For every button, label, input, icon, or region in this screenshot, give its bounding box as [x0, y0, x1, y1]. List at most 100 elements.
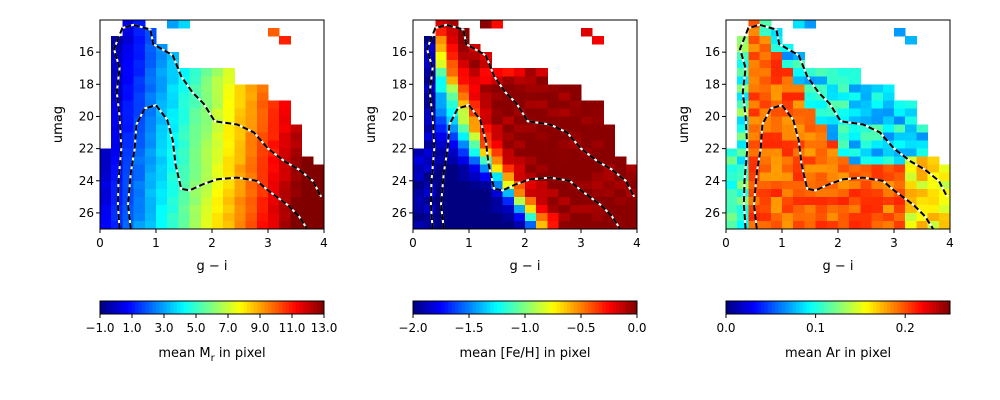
heatmap-cell [603, 220, 616, 230]
heatmap-cell [513, 156, 526, 166]
heatmap-cell [759, 84, 772, 93]
heatmap-cell [838, 204, 850, 214]
heatmap-cell [100, 156, 112, 166]
heatmap-cell [525, 164, 537, 174]
heatmap-cell [144, 124, 157, 134]
heatmap-cell [178, 132, 191, 142]
heatmap-cell [156, 180, 168, 190]
colorbar-segment [163, 301, 168, 314]
heatmap-cell [782, 116, 794, 125]
heatmap-cell [245, 196, 258, 206]
heatmap-cell [815, 196, 828, 206]
heatmap-cell [871, 132, 884, 142]
heatmap-cell [133, 68, 146, 77]
heatmap-cell [804, 92, 817, 101]
heatmap-cell [726, 172, 738, 182]
heatmap-cell [502, 204, 515, 214]
heatmap-cell [860, 132, 873, 142]
heatmap-cell [312, 212, 325, 222]
heatmap-cell [513, 220, 526, 230]
colorbar-segment [458, 301, 463, 314]
heatmap-cell [502, 180, 515, 190]
heatmap-cell [212, 108, 224, 117]
heatmap-cell [457, 140, 470, 150]
heatmap-cell [759, 132, 772, 142]
heatmap-cell [502, 132, 515, 142]
heatmap-cell [513, 164, 526, 174]
heatmap-cell [927, 196, 940, 206]
heatmap-cell [513, 140, 526, 150]
heatmap-cell [770, 172, 783, 182]
heatmap-cell [223, 84, 235, 93]
colorbar-segment [785, 301, 790, 314]
heatmap-cell [256, 108, 269, 117]
heatmap-cell [424, 108, 436, 117]
heatmap-cell [536, 204, 548, 214]
heatmap-cell [815, 188, 828, 198]
colorbar-segment [831, 301, 836, 314]
colorbar-segment [222, 301, 227, 314]
heatmap-cell [558, 180, 571, 190]
heatmap-cell [737, 100, 749, 109]
heatmap-cell [513, 68, 526, 77]
colorbar-segment [918, 301, 923, 314]
heatmap-cell [748, 108, 761, 117]
heatmap-cell [156, 148, 168, 158]
heatmap-cell [558, 220, 571, 230]
heatmap-cell [614, 180, 627, 190]
heatmap-cell [256, 92, 269, 101]
heatmap-cell [424, 188, 436, 198]
heatmap-cell [759, 44, 772, 53]
heatmap-cell [770, 220, 783, 230]
heatmap-cell [525, 156, 537, 166]
heatmap-cell [793, 164, 805, 174]
heatmap-cell [256, 140, 269, 150]
heatmap-cell [513, 108, 526, 117]
heatmap-cell [245, 124, 258, 134]
colorbar-segment [525, 301, 530, 314]
heatmap-cell [413, 220, 425, 230]
heatmap-cell [793, 212, 805, 222]
heatmap-cell [581, 156, 593, 166]
heatmap-cell [480, 156, 492, 166]
heatmap-cell [592, 220, 604, 230]
heatmap-cell [212, 124, 224, 134]
heatmap-cell [279, 100, 291, 109]
heatmap-cell [737, 76, 749, 85]
heatmap-cell [122, 108, 135, 117]
contour-line-1 [112, 23, 323, 230]
colorbar-segment [131, 301, 136, 314]
heatmap-cell [625, 212, 638, 222]
heatmap-cell [860, 100, 873, 109]
heatmap-cell [435, 220, 448, 230]
heatmap-cell [849, 188, 861, 198]
heatmap-cell [469, 84, 481, 93]
colorbar-segment [553, 301, 558, 314]
heatmap-cell [223, 92, 235, 101]
heatmap-cell [502, 148, 515, 158]
colorbar-segment [866, 301, 871, 314]
heatmap-cell [111, 100, 123, 109]
colorbar-segment [757, 301, 762, 314]
heatmap-cell [860, 108, 873, 117]
colorbar-segment [310, 301, 315, 314]
heatmap-cell [156, 204, 168, 214]
colorbar-segment [444, 301, 449, 314]
heatmap-cell [905, 196, 917, 206]
colorbar-segment [810, 301, 815, 314]
heatmap-cell [212, 180, 224, 190]
heatmap-cell [759, 196, 772, 206]
heatmap-cell [894, 188, 906, 198]
heatmap-cell [558, 132, 571, 142]
heatmap-cell [513, 92, 526, 101]
heatmap-cell [815, 100, 828, 109]
heatmap-cell [547, 196, 560, 206]
heatmap-cell [491, 116, 504, 125]
heatmap-cell [189, 84, 202, 93]
heatmap-cell [413, 180, 425, 190]
colorbar-tick-label: −0.5 [566, 321, 595, 335]
heatmap-cell [234, 204, 247, 214]
colorbar-segment [915, 301, 920, 314]
heatmap-cell [424, 156, 436, 166]
heatmap-cell [748, 36, 761, 45]
